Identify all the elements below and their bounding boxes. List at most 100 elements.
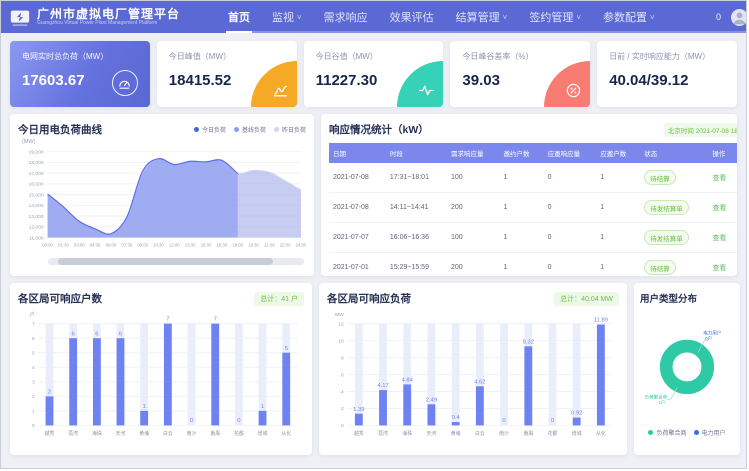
- svg-text:花都: 花都: [234, 430, 244, 437]
- table-cell: 1: [596, 192, 641, 223]
- chart-zoom-slider[interactable]: [48, 258, 304, 265]
- kpi-label: 日前 / 实时响应能力（MW）: [609, 52, 711, 61]
- kpi-value: 11227.30: [315, 72, 378, 89]
- panel-title: 今日用电负荷曲线: [18, 124, 102, 136]
- district-load-panel: 各区局可响应负荷 总计：40.04 MW MW 0 2 4 6 8 10 12 1.39 越秀 4.…: [319, 283, 627, 455]
- status-cell: 待发结算单: [640, 192, 709, 223]
- table-row: 2021-07-01 15:29~15:59 200 1 0 1 待结算 查看: [329, 252, 737, 276]
- svg-text:荔湾: 荔湾: [68, 430, 78, 437]
- svg-text:番禺: 番禺: [523, 430, 533, 437]
- svg-text:19,000: 19,000: [29, 149, 44, 155]
- column-header: 应邀户数: [596, 143, 641, 163]
- table-row: 2021-07-08 17:31~18:01 100 1 0 1 待结算 查看: [329, 163, 737, 193]
- svg-text:8: 8: [341, 355, 344, 361]
- table-cell: 0: [543, 163, 597, 193]
- kpi-card: 今日峰谷差率（%） 39.03: [450, 41, 591, 107]
- district-households-panel: 各区局可响应户数 总计：41 户 户 0 1 2 3 4 5 6 7 2 越秀 6 荔湾 6 海珠 6 天河 1 黄…: [10, 283, 312, 455]
- legend-item[interactable]: 基线负荷: [233, 125, 266, 134]
- panel-title: 响应情况统计（kW）: [329, 124, 429, 136]
- brand: 广州市虚拟电厂管理平台 Guangzhou Virtual Power Plan…: [9, 7, 217, 27]
- svg-text:7: 7: [32, 321, 35, 327]
- svg-text:10:30: 10:30: [153, 242, 164, 247]
- legend-dot-icon: [233, 127, 239, 132]
- svg-text:0户: 0户: [705, 335, 712, 342]
- legend-label: 基线负荷: [241, 128, 266, 134]
- svg-text:06:00: 06:00: [106, 242, 117, 247]
- svg-text:9.32: 9.32: [523, 339, 534, 345]
- svg-text:11.89: 11.89: [594, 318, 608, 324]
- svg-text:18,000: 18,000: [29, 160, 44, 166]
- legend-item[interactable]: 电力用户: [693, 428, 726, 437]
- nav-item-label: 监视: [272, 12, 294, 24]
- svg-text:3: 3: [32, 380, 35, 386]
- svg-text:南沙: 南沙: [187, 430, 197, 437]
- table-cell: 1: [596, 163, 641, 193]
- legend-item[interactable]: 今日负荷: [193, 125, 226, 134]
- svg-text:越秀: 越秀: [45, 430, 55, 437]
- kpi-card: 今日谷值（MW） 11227.30: [303, 41, 444, 107]
- svg-text:5: 5: [285, 346, 289, 352]
- kpi-card: 日前 / 实时响应能力（MW） 40.04/39.12: [597, 41, 737, 107]
- district-load-chart[interactable]: MW 0 2 4 6 8 10 12 1.39 越秀 4.17 荔湾 4.84 海珠 2.49 天河 0.4 黄埔…: [327, 306, 619, 446]
- table-cell: 17:31~18:01: [385, 163, 447, 193]
- svg-text:6: 6: [95, 331, 98, 337]
- kpi-value: 17603.67: [22, 72, 85, 89]
- gauge-icon: [111, 70, 138, 96]
- nav-item[interactable]: 效果评估: [379, 1, 445, 33]
- column-header: 应邀响应量: [543, 143, 597, 163]
- table-cell: 200: [446, 192, 500, 223]
- svg-text:01:30: 01:30: [58, 242, 69, 247]
- chart-zoom-handle[interactable]: [58, 258, 274, 265]
- svg-text:越秀: 越秀: [354, 430, 364, 437]
- nav-item[interactable]: 结算管理 ˅: [445, 1, 519, 33]
- legend-item[interactable]: 负荷聚合商: [648, 428, 687, 437]
- nav-item[interactable]: 参数配置 ˅: [592, 1, 666, 33]
- svg-text:1: 1: [261, 404, 264, 410]
- nav-item-label: 结算管理: [455, 12, 500, 24]
- nav-item[interactable]: 首页: [217, 1, 261, 33]
- view-link[interactable]: 查看: [712, 204, 727, 212]
- nav-item-label: 首页: [228, 12, 250, 24]
- dashboard-content: 电网实时总负荷（MW） 17603.67 今日峰值（MW） 18415.52 今日谷值（…: [1, 33, 746, 463]
- response-table: 日期 时段 需求响应量 邀约户数 应邀响应量 应邀户数 状态 操作 2021-07-08 17:…: [329, 143, 737, 276]
- nav-item[interactable]: 需求响应: [313, 1, 379, 33]
- column-header: 邀约户数: [499, 143, 544, 163]
- view-link[interactable]: 查看: [712, 234, 727, 242]
- legend-label: 今日负荷: [201, 128, 226, 134]
- district-households-chart[interactable]: 户 0 1 2 3 4 5 6 7 2 越秀 6 荔湾 6 海珠 6 天河 1 黄埔 7 白云 0 南沙 7 番禺 0 花都 1 增城 5…: [18, 306, 304, 446]
- status-badge: 待结算: [644, 260, 676, 275]
- view-link[interactable]: 查看: [712, 264, 727, 272]
- nav-item[interactable]: 签约管理 ˅: [518, 1, 592, 33]
- svg-text:12: 12: [338, 321, 344, 327]
- svg-text:白云: 白云: [475, 430, 485, 437]
- percent-gauge-icon: [544, 61, 591, 107]
- nav-right: 0: [715, 8, 746, 26]
- svg-text:6: 6: [72, 331, 75, 337]
- load-curve-chart[interactable]: 11,000 12,000 13,000 14,000 15,000 16,000 17,0…: [18, 145, 306, 257]
- svg-text:番禺: 番禺: [210, 430, 220, 437]
- middle-row: 今日用电负荷曲线 今日负荷 基线负荷 昨日负荷 (MW) 11,000 12,000 1…: [10, 114, 737, 276]
- status-cell: 待发结算单: [640, 222, 709, 253]
- svg-text:花都: 花都: [548, 430, 558, 437]
- svg-text:18:00: 18:00: [232, 242, 243, 247]
- svg-text:16:30: 16:30: [217, 242, 228, 247]
- table-cell: 100: [446, 222, 500, 253]
- table-cell: 1: [499, 192, 544, 223]
- notification-count[interactable]: 0: [715, 12, 721, 22]
- legend-item[interactable]: 昨日负荷: [273, 125, 306, 134]
- nav-item[interactable]: 监视 ˅: [261, 1, 313, 33]
- svg-text:增城: 增城: [572, 430, 582, 437]
- svg-text:4.62: 4.62: [474, 379, 485, 385]
- avatar[interactable]: [731, 8, 746, 26]
- status-cell: 待结算: [640, 252, 709, 276]
- view-link[interactable]: 查看: [712, 174, 727, 182]
- svg-text:14,000: 14,000: [29, 203, 44, 209]
- total-badge: 总计：41 户: [254, 291, 304, 306]
- table-cell: 100: [446, 163, 500, 193]
- kpi-row: 电网实时总负荷（MW） 17603.67 今日峰值（MW） 18415.52 今日谷值（…: [10, 41, 737, 107]
- panel-title: 用户类型分布: [640, 294, 698, 305]
- status-badge: 待发结算单: [644, 230, 689, 245]
- table-cell: 2021-07-07: [329, 222, 386, 253]
- svg-text:0.92: 0.92: [571, 411, 582, 417]
